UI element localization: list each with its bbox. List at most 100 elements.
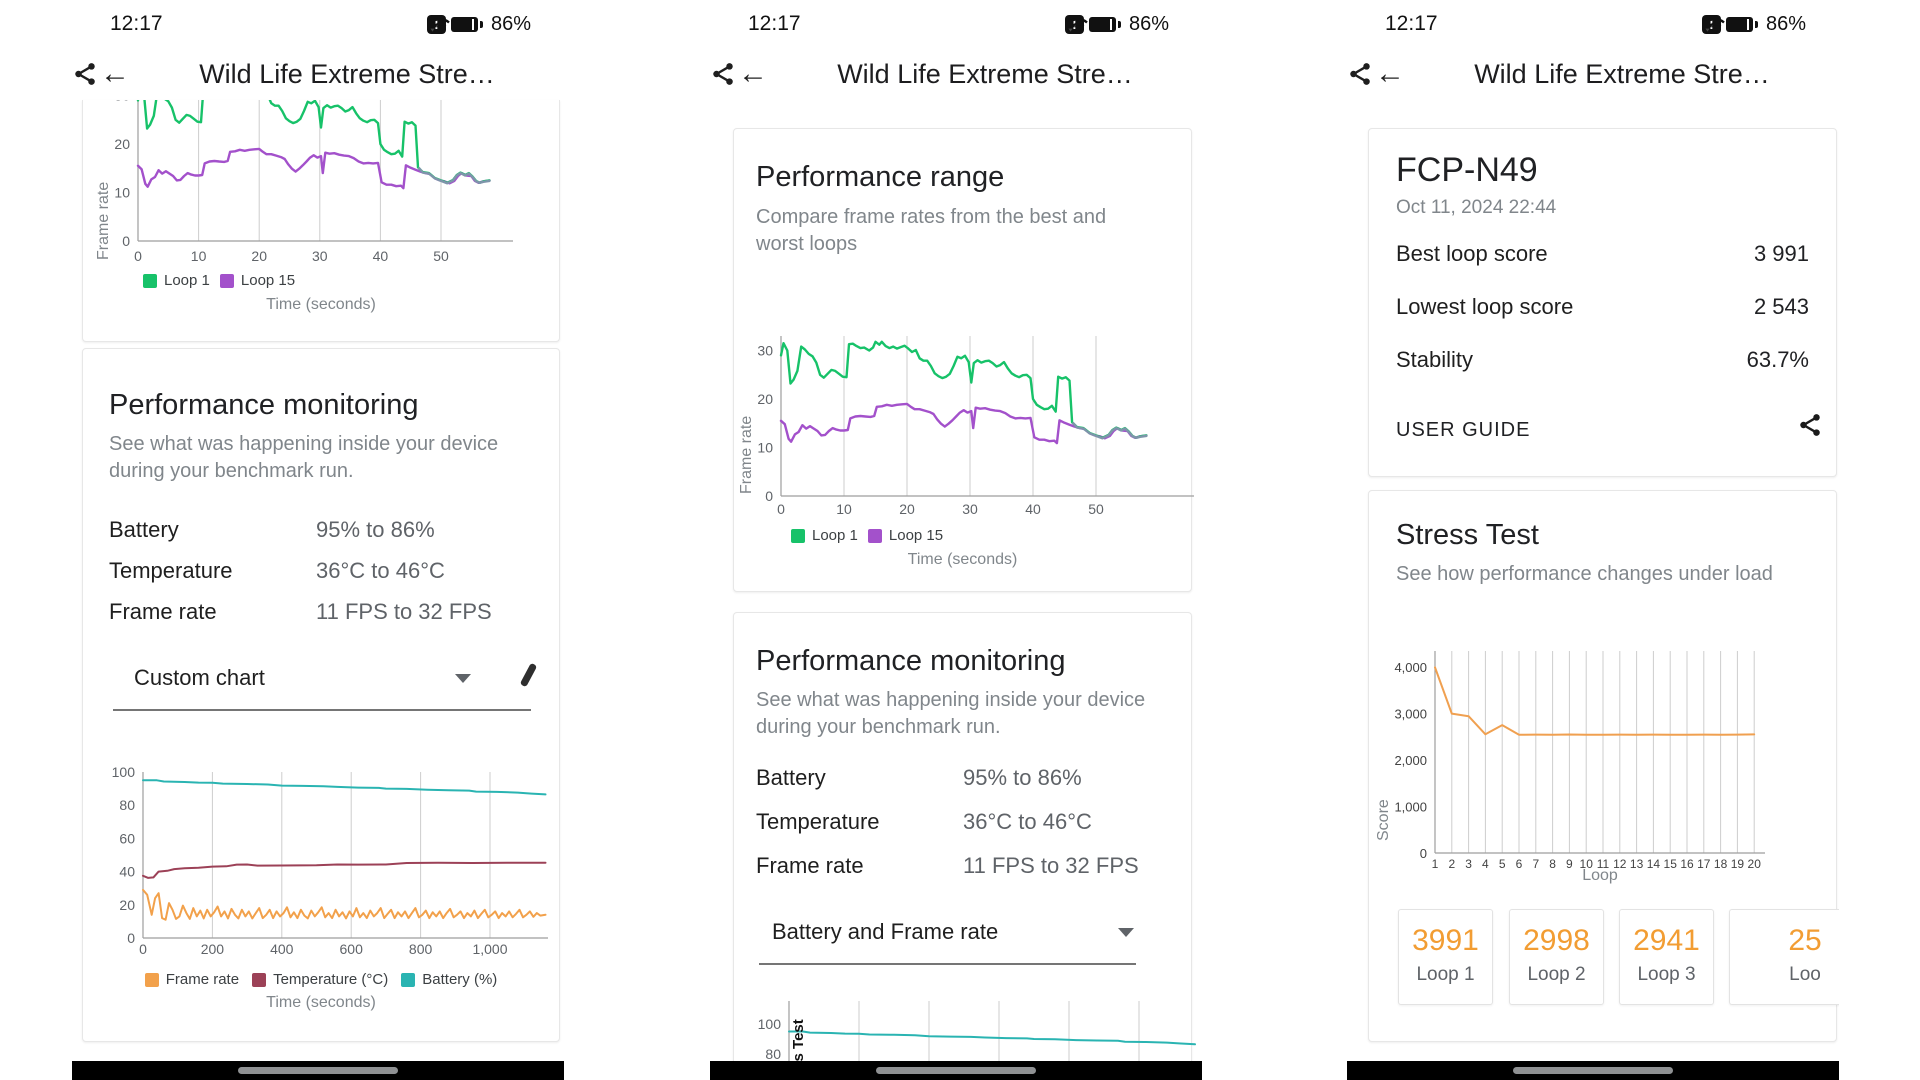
svg-text:40: 40 — [119, 864, 135, 880]
temperature-row-label: Temperature — [109, 558, 233, 583]
svg-text:5: 5 — [1499, 857, 1506, 871]
gesture-bar — [710, 1061, 1202, 1080]
svg-text:1: 1 — [1432, 857, 1439, 871]
back-button[interactable]: ← — [1375, 57, 1405, 90]
svg-text:50: 50 — [1088, 501, 1104, 517]
loop-score-value: 2998 — [1523, 924, 1590, 957]
best-loop-value: 3 991 — [1753, 241, 1809, 266]
legend-label: Temperature (°C) — [273, 971, 389, 988]
temperature-row-label: Temperature — [756, 809, 880, 834]
battery-row-value: 95% to 86% — [316, 517, 435, 542]
temperature-swatch — [252, 972, 267, 987]
legend-label: Loop 15 — [240, 272, 296, 289]
chart-type-dropdown[interactable]: Custom chart — [134, 665, 265, 690]
svg-text:600: 600 — [340, 941, 364, 957]
svg-text:13: 13 — [1630, 857, 1644, 871]
temperature-row-value: 36°C to 46°C — [316, 558, 445, 583]
performance-monitoring-card: Performance monitoring See what was happ… — [82, 348, 560, 1042]
stability-label: Stability — [1396, 347, 1474, 372]
svg-text:0: 0 — [765, 488, 773, 504]
battery-percent: 86% — [490, 12, 531, 35]
loop-score-value: 3991 — [1412, 924, 1479, 957]
x-axis-label: Time (seconds) — [266, 296, 376, 313]
svg-text:80: 80 — [119, 797, 135, 813]
share-button[interactable] — [1347, 61, 1373, 87]
svg-text:6: 6 — [1516, 857, 1523, 871]
home-pill[interactable] — [1513, 1067, 1673, 1074]
legend-label: Loop 1 — [812, 527, 858, 544]
y-axis-label: Frame rate — [95, 181, 112, 260]
loop-score-card: 2998 Loop 2 — [1509, 909, 1604, 1005]
home-pill[interactable] — [238, 1067, 398, 1074]
chart-type-dropdown[interactable]: Battery and Frame rate — [772, 919, 999, 944]
svg-text:100: 100 — [758, 1016, 782, 1032]
share-button[interactable] — [710, 61, 736, 87]
phone-screen-middle: 12:17 ! 86% ← Wild Life Extreme Stre… — [710, 0, 1202, 1080]
svg-text:10: 10 — [1580, 857, 1594, 871]
legend-label: Battery (%) — [422, 971, 498, 988]
temperature-row-value: 36°C to 46°C — [963, 809, 1092, 834]
result-summary-card: FCP-N49 Oct 11, 2024 22:44 Best loop sco… — [1368, 128, 1837, 477]
svg-text:3: 3 — [1465, 857, 1472, 871]
card-title: Performance monitoring — [109, 389, 419, 421]
svg-text:17: 17 — [1697, 857, 1711, 871]
loop15-swatch — [867, 528, 882, 543]
result-date: Oct 11, 2024 22:44 — [1396, 197, 1557, 218]
svg-text:200: 200 — [201, 941, 225, 957]
home-pill[interactable] — [876, 1067, 1036, 1074]
svg-text:100: 100 — [112, 764, 136, 780]
svg-text:9: 9 — [1566, 857, 1573, 871]
svg-text:20: 20 — [114, 136, 130, 152]
best-loop-label: Best loop score — [1396, 241, 1548, 266]
svg-text:3,000: 3,000 — [1394, 707, 1427, 722]
svg-text:14: 14 — [1647, 857, 1661, 871]
svg-text:8: 8 — [1549, 857, 1556, 871]
svg-text:15: 15 — [1664, 857, 1678, 871]
chevron-down-icon[interactable] — [1118, 928, 1134, 937]
frame-rate-row-label: Frame rate — [756, 853, 864, 878]
svg-text:50: 50 — [433, 248, 449, 264]
battery-row-value: 95% to 86% — [963, 765, 1082, 790]
legend-label: Loop 1 — [164, 272, 210, 289]
x-axis-label: Time (seconds) — [907, 551, 1018, 568]
svg-text:20: 20 — [251, 248, 267, 264]
back-button[interactable]: ← — [738, 57, 768, 90]
battery-swatch — [401, 972, 416, 987]
svg-text:10: 10 — [836, 501, 852, 517]
dropdown-underline — [759, 963, 1136, 965]
gesture-bar — [72, 1061, 564, 1080]
user-guide-link[interactable]: USER GUIDE — [1396, 419, 1531, 441]
svg-text:40: 40 — [373, 248, 389, 264]
svg-text:20: 20 — [119, 897, 135, 913]
status-bar: 12:17 ! 86% — [710, 8, 1202, 42]
chevron-down-icon[interactable] — [455, 674, 471, 683]
frame-rate-swatch — [144, 972, 159, 987]
wifi-icon — [427, 17, 450, 33]
loop-score-value: 25 — [1788, 924, 1822, 957]
svg-text:0: 0 — [134, 248, 142, 264]
edit-icon-partial[interactable] — [519, 662, 538, 688]
svg-text:11: 11 — [1597, 857, 1610, 871]
loop1-swatch — [143, 273, 157, 288]
frame-rate-row-value: 11 FPS to 32 FPS — [963, 853, 1139, 878]
loop-score-card: 3991 Loop 1 — [1398, 909, 1493, 1005]
card-title: Performance monitoring — [756, 645, 1066, 677]
svg-text:20: 20 — [899, 501, 915, 517]
loop-score-card-clipped: 25 Loo — [1729, 909, 1839, 1005]
back-button[interactable]: ← — [100, 57, 130, 90]
share-result-button[interactable] — [1797, 412, 1823, 438]
loop-score-card: 2941 Loop 3 — [1619, 909, 1714, 1005]
svg-text:16: 16 — [1680, 857, 1694, 871]
card-subtitle: See how performance changes under load — [1396, 563, 1773, 585]
performance-range-card-scrolled: 0 10 20 30 0 10 20 30 40 50 Frame rate Loop 1 Loo… — [82, 100, 560, 342]
phone-screen-right: 12:17 ! 86% ← Wild Life Extreme Stre… — [1347, 0, 1839, 1080]
svg-text:40: 40 — [1025, 501, 1041, 517]
card-subtitle: Compare frame rates from the best and wo… — [756, 206, 1107, 255]
loop-score-label: Loop 3 — [1637, 964, 1696, 985]
performance-range-card: Performance range Compare frame rates fr… — [733, 128, 1194, 592]
stability-value: 63.7% — [1746, 347, 1809, 372]
svg-text:20: 20 — [1748, 857, 1762, 871]
svg-text:19: 19 — [1731, 857, 1745, 871]
share-button[interactable] — [72, 61, 98, 87]
device-name: FCP-N49 — [1396, 151, 1538, 189]
